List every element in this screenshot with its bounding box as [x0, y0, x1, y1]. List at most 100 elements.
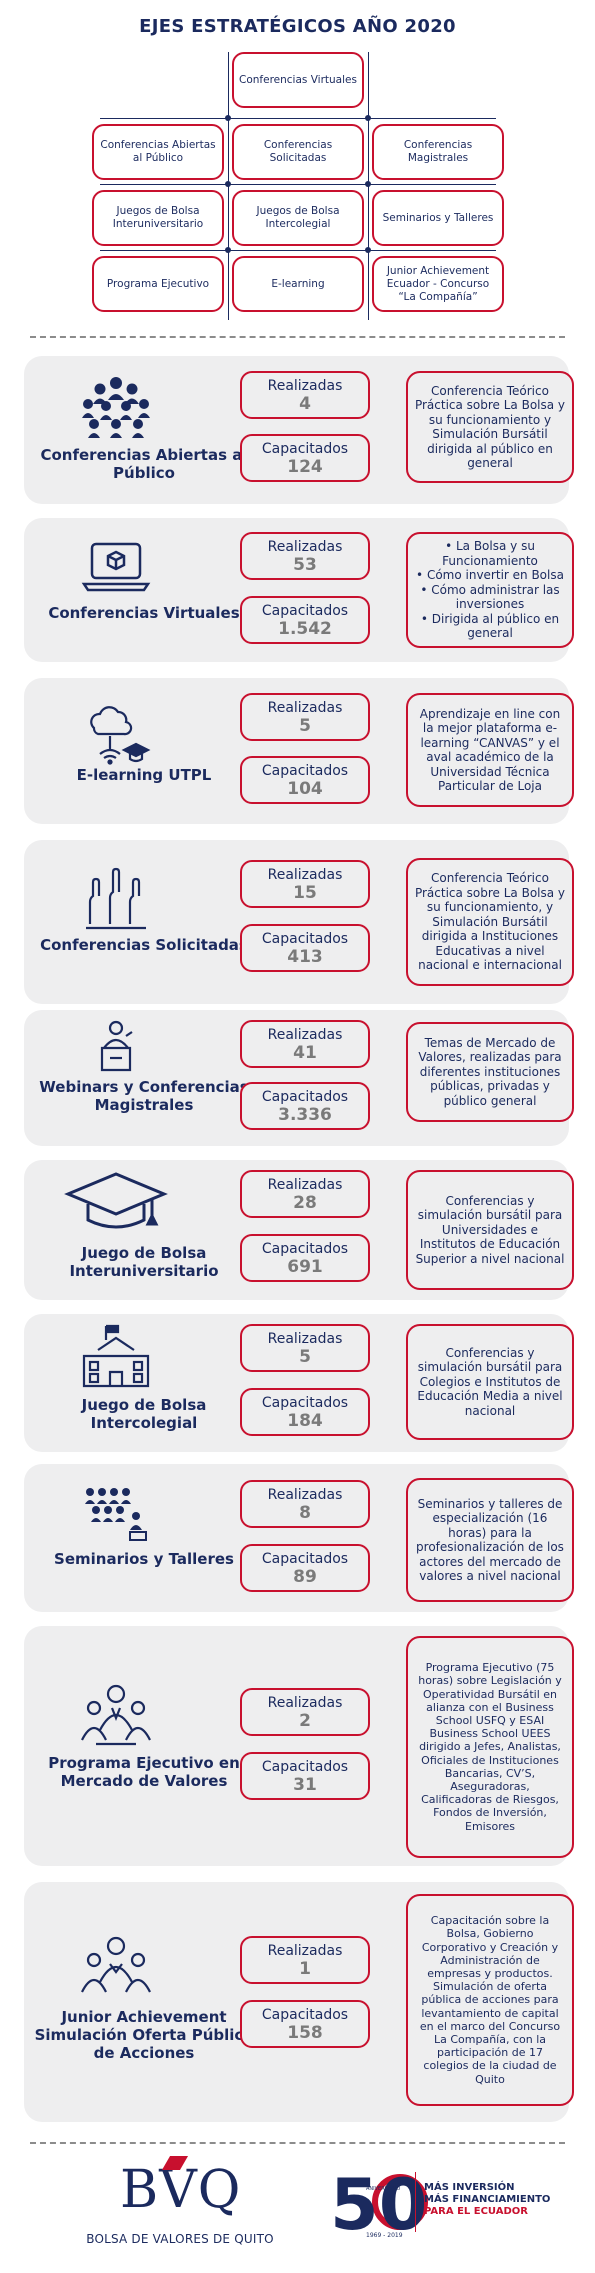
realizadas-box: Realizadas 41 [240, 1020, 370, 1068]
capacitados-label: Capacitados [261, 931, 349, 947]
footer-separator [415, 2172, 416, 2232]
axis-solicitadas: Conferencias Solicitadas [232, 124, 364, 180]
audience-icon [80, 374, 152, 444]
slogan-line-3: PARA EL ECUADOR [424, 2206, 528, 2217]
realizadas-value: 5 [299, 716, 311, 736]
realizadas-value: 8 [299, 1503, 311, 1523]
realizadas-label: Realizadas [267, 1943, 343, 1959]
realizadas-label: Realizadas [267, 1331, 343, 1347]
capacitados-value: 184 [287, 1411, 323, 1431]
capacitados-value: 158 [287, 2023, 323, 2043]
realizadas-box: Realizadas 28 [240, 1170, 370, 1218]
capacitados-value: 124 [287, 457, 323, 477]
section-card-webinars: Webinars y Conferencias Magistrales Real… [24, 1010, 574, 1146]
section-title: Conferencias Virtuales [48, 604, 240, 622]
section-description: Capacitación sobre la Bolsa, Gobierno Co… [406, 1894, 574, 2106]
capacitados-box: Capacitados 89 [240, 1544, 370, 1592]
executives-icon [80, 1680, 152, 1750]
capacitados-label: Capacitados [261, 1241, 349, 1257]
realizadas-label: Realizadas [267, 1695, 343, 1711]
realizadas-label: Realizadas [267, 1177, 343, 1193]
slogan-line-1: MÁS INVERSIÓN [424, 2182, 515, 2193]
description-bullet: Cómo invertir en Bolsa [414, 568, 566, 583]
grid-dot [225, 181, 231, 187]
axis-magistrales: Conferencias Magistrales [372, 124, 504, 180]
section-card-abiertas: Conferencias Abiertas al Público Realiza… [24, 356, 574, 504]
realizadas-box: Realizadas 5 [240, 1324, 370, 1372]
section-title: Programa Ejecutivo en Mercado de Valores [48, 1754, 240, 1790]
section-description: Seminarios y talleres de especialización… [406, 1478, 574, 1602]
axis-junior-achievement: Junior Achievement Ecuador - Concurso “L… [372, 256, 504, 312]
section-card-intercolegial: Juego de Bolsa Intercolegial Realizadas … [24, 1314, 574, 1452]
capacitados-label: Capacitados [261, 1395, 349, 1411]
realizadas-value: 5 [299, 1347, 311, 1367]
raised-hands-icon [80, 864, 152, 934]
capacitados-value: 413 [287, 947, 323, 967]
capacitados-label: Capacitados [261, 763, 349, 779]
axis-interuniversitario: Juegos de Bolsa Interuniversitario [92, 190, 224, 246]
section-title: E-learning UTPL [76, 766, 212, 784]
realizadas-label: Realizadas [267, 700, 343, 716]
realizadas-label: Realizadas [267, 1487, 343, 1503]
capacitados-box: Capacitados 1.542 [240, 596, 370, 644]
capacitados-value: 31 [293, 1775, 317, 1795]
capacitados-box: Capacitados 158 [240, 2000, 370, 2048]
grid-line [100, 184, 496, 185]
realizadas-value: 4 [299, 394, 311, 414]
section-card-virtuales: Conferencias Virtuales Realizadas 53 Cap… [24, 518, 574, 662]
capacitados-label: Capacitados [261, 1089, 349, 1105]
slogan-line-2: MÁS FINANCIAMIENTO [424, 2194, 551, 2205]
grid-dot [365, 181, 371, 187]
realizadas-label: Realizadas [267, 1027, 343, 1043]
axis-abiertas: Conferencias Abiertas al Público [92, 124, 224, 180]
realizadas-box: Realizadas 5 [240, 693, 370, 741]
description-bullet: La Bolsa y su Funcionamiento [414, 539, 566, 568]
capacitados-label: Capacitados [261, 1551, 349, 1567]
graduation-cap-icon [64, 1170, 168, 1236]
section-card-junior-achievement: Junior Achievement Simulación Oferta Púb… [24, 1882, 574, 2122]
logo-name: BOLSA DE VALORES DE QUITO [86, 2232, 274, 2246]
realizadas-value: 41 [293, 1043, 317, 1063]
section-title: Conferencias Solicitadas [40, 936, 248, 954]
capacitados-value: 691 [287, 1257, 323, 1277]
capacitados-value: 89 [293, 1567, 317, 1587]
description-bullet: Dirigida al público en general [414, 612, 566, 641]
capacitados-box: Capacitados 184 [240, 1388, 370, 1436]
anniversary-word: ANIVERSARIO [366, 2186, 401, 2192]
realizadas-value: 53 [293, 555, 317, 575]
section-title: Juego de Bolsa Interuniversitario [69, 1244, 219, 1280]
capacitados-value: 3.336 [278, 1105, 332, 1125]
section-card-elearning: E-learning UTPL Realizadas 5 Capacitados… [24, 678, 574, 824]
section-card-solicitadas: Conferencias Solicitadas Realizadas 15 C… [24, 840, 574, 1004]
realizadas-box: Realizadas 4 [240, 371, 370, 419]
capacitados-box: Capacitados 3.336 [240, 1082, 370, 1130]
grid-dot [225, 115, 231, 121]
realizadas-value: 15 [293, 883, 317, 903]
capacitados-box: Capacitados 413 [240, 924, 370, 972]
logo-letters: BVQ [120, 2160, 242, 2220]
section-description: Conferencias y simulación bursátil para … [406, 1170, 574, 1290]
realizadas-box: Realizadas 53 [240, 532, 370, 580]
realizadas-label: Realizadas [267, 867, 343, 883]
speaker-podium-icon [80, 1018, 152, 1078]
seminar-icon [80, 1484, 152, 1544]
axis-programa-ejecutivo: Programa Ejecutivo [92, 256, 224, 312]
capacitados-box: Capacitados 104 [240, 756, 370, 804]
section-description: Temas de Mercado de Valores, realizadas … [406, 1022, 574, 1122]
anniversary-ring [372, 2174, 428, 2230]
anniversary-logo: 50 ANIVERSARIO 1969 - 2019 [326, 2164, 436, 2258]
cloud-graduation-icon [80, 698, 152, 768]
section-title: Seminarios y Talleres [54, 1550, 234, 1568]
bvq-logo: BVQ BOLSA DE VALORES DE QUITO [80, 2156, 280, 2260]
capacitados-label: Capacitados [261, 441, 349, 457]
section-card-seminarios: Seminarios y Talleres Realizadas 8 Capac… [24, 1464, 574, 1612]
grid-dot [365, 115, 371, 121]
grid-dot [365, 247, 371, 253]
capacitados-value: 104 [287, 779, 323, 799]
section-divider [30, 336, 565, 338]
realizadas-box: Realizadas 15 [240, 860, 370, 908]
school-building-icon [80, 1320, 152, 1392]
axis-elearning: E-learning [232, 256, 364, 312]
realizadas-box: Realizadas 1 [240, 1936, 370, 1984]
capacitados-box: Capacitados 124 [240, 434, 370, 482]
